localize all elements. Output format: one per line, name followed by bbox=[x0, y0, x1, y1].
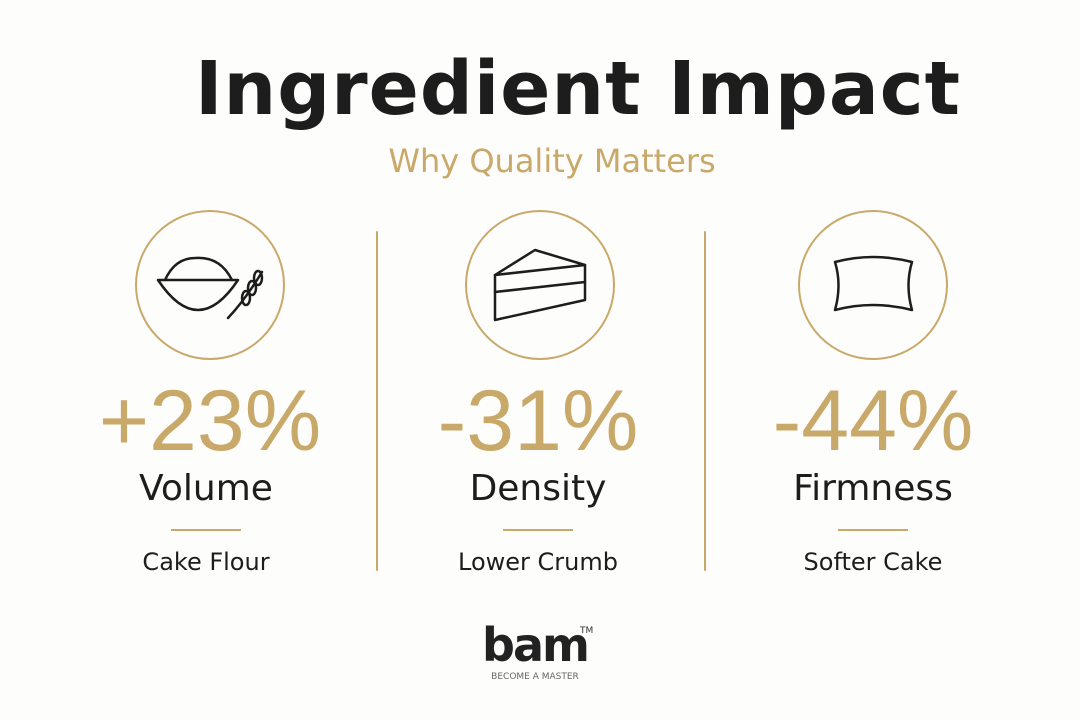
title: Ingredient Impact bbox=[195, 46, 961, 132]
stat-source: Softer Cake bbox=[803, 548, 943, 576]
rule bbox=[503, 529, 573, 531]
stat-value: -44% bbox=[772, 373, 974, 469]
stat-value: +23% bbox=[98, 373, 322, 469]
stat-label: Volume bbox=[139, 468, 273, 509]
icon-ring bbox=[798, 210, 948, 360]
stat-label: Density bbox=[469, 468, 607, 509]
logo: bam bbox=[482, 618, 590, 672]
rule bbox=[171, 529, 241, 531]
subtitle: Why Quality Matters bbox=[388, 142, 716, 180]
pillow-icon bbox=[833, 255, 914, 312]
trademark: TM bbox=[580, 626, 594, 636]
flour-icon bbox=[156, 256, 264, 320]
icon-ring bbox=[135, 210, 285, 360]
stat-source: Cake Flour bbox=[142, 548, 270, 576]
stat-label: Firmness bbox=[793, 468, 953, 509]
tagline: BECOME A MASTER bbox=[491, 672, 579, 682]
icon-ring bbox=[465, 210, 615, 360]
cake-icon bbox=[493, 248, 587, 322]
rule bbox=[838, 529, 908, 531]
stat-value: -31% bbox=[437, 373, 639, 469]
stat-source: Lower Crumb bbox=[458, 548, 618, 576]
